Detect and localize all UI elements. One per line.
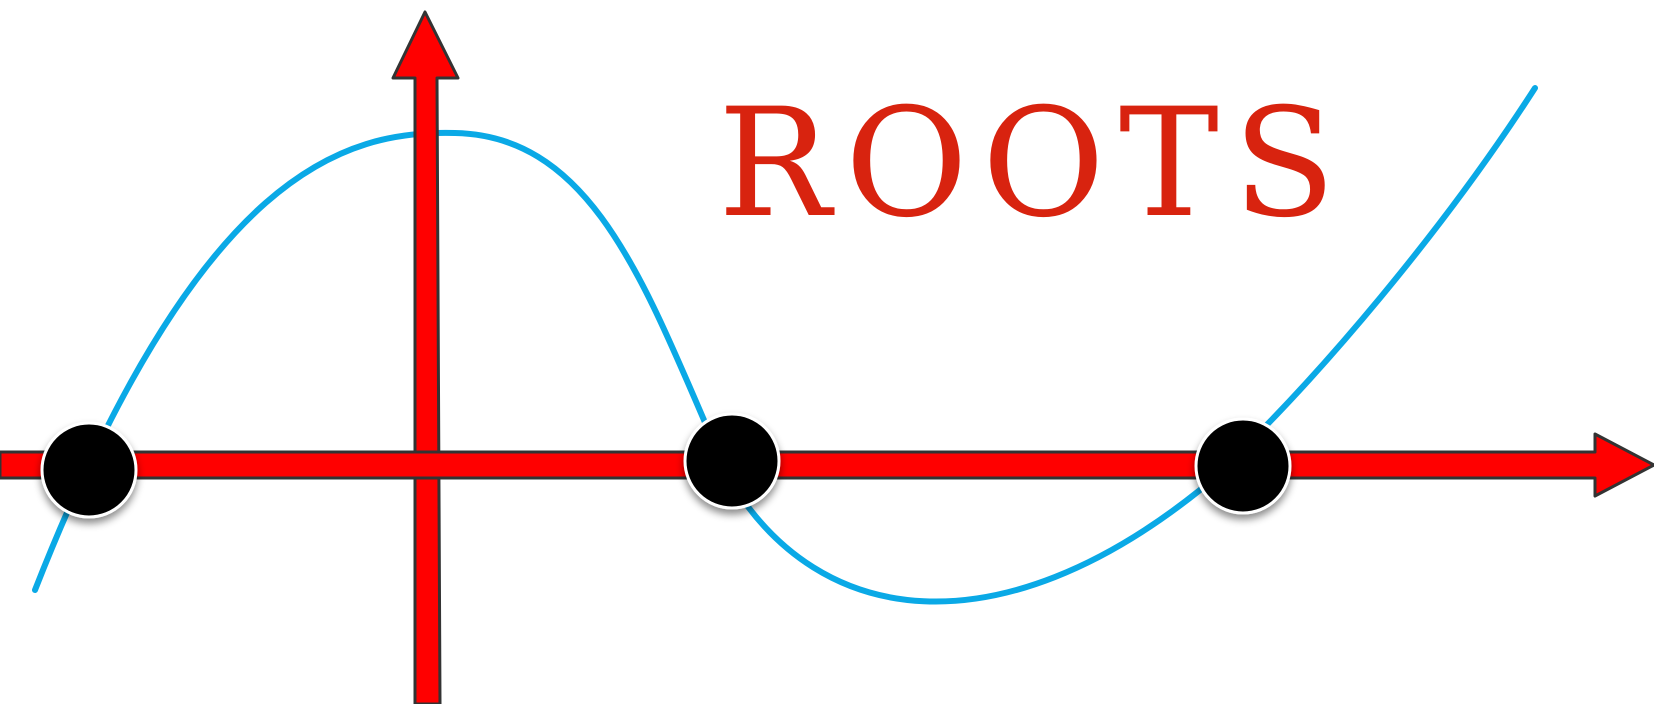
root-marker: [683, 412, 781, 510]
x-axis-arrow: [0, 432, 1654, 498]
root-marker: [1194, 417, 1292, 515]
root-marker: [40, 421, 138, 519]
diagram-title: ROOTS: [718, 77, 1350, 251]
y-axis-arrow: [391, 10, 460, 704]
